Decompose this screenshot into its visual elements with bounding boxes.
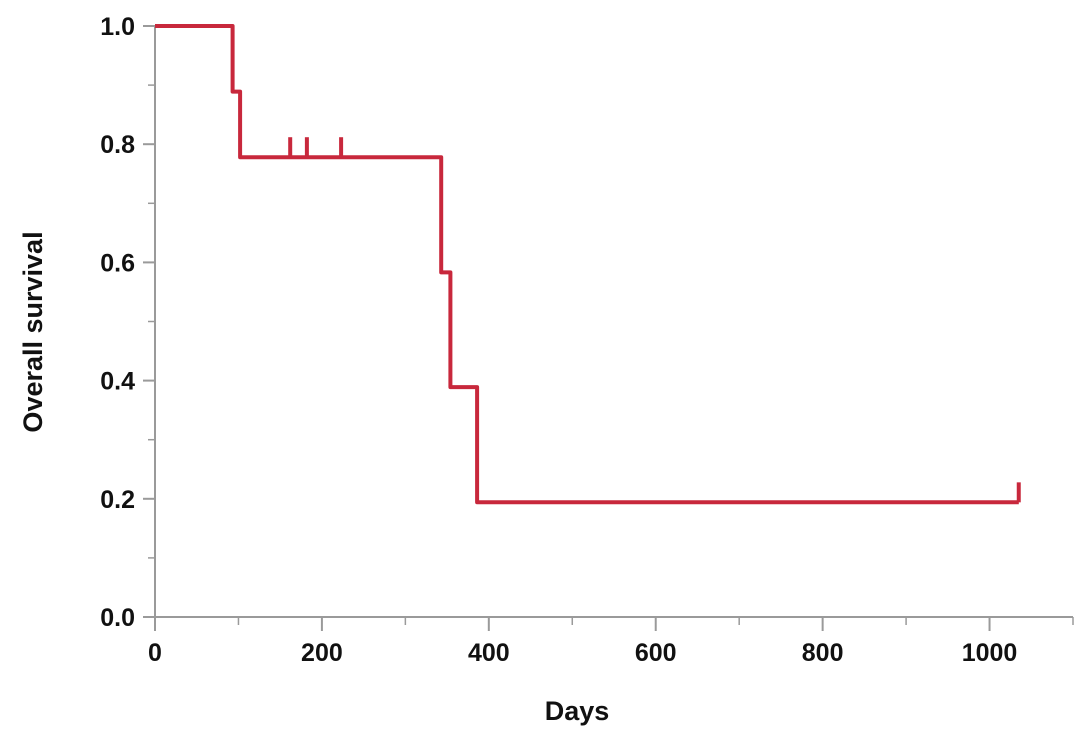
y-tick-label: 0.0: [100, 604, 135, 632]
axes: 0.0 0.2 0.4 0.6 0.8 1.0 0 200 400 600 800 1000: [100, 13, 1074, 667]
y-tick-label: 0.2: [100, 486, 135, 514]
series-layer: [155, 24, 1021, 505]
y-tick-label: 1.0: [100, 13, 135, 41]
x-tick-label: 800: [802, 639, 844, 667]
x-tick-label: 600: [635, 639, 677, 667]
x-tick-label: 400: [468, 639, 510, 667]
x-tick-label: 1000: [962, 639, 1018, 667]
x-tick-label: 200: [301, 639, 343, 667]
y-tick-label: 0.8: [100, 131, 135, 159]
y-tick-label: 0.4: [100, 368, 135, 396]
x-tick-label: 0: [148, 639, 162, 667]
y-axis-title: Overall survival: [18, 231, 48, 432]
x-axis-title: Days: [545, 696, 610, 726]
y-tick-label: 0.6: [100, 249, 135, 277]
survival-curve: [155, 24, 1019, 505]
